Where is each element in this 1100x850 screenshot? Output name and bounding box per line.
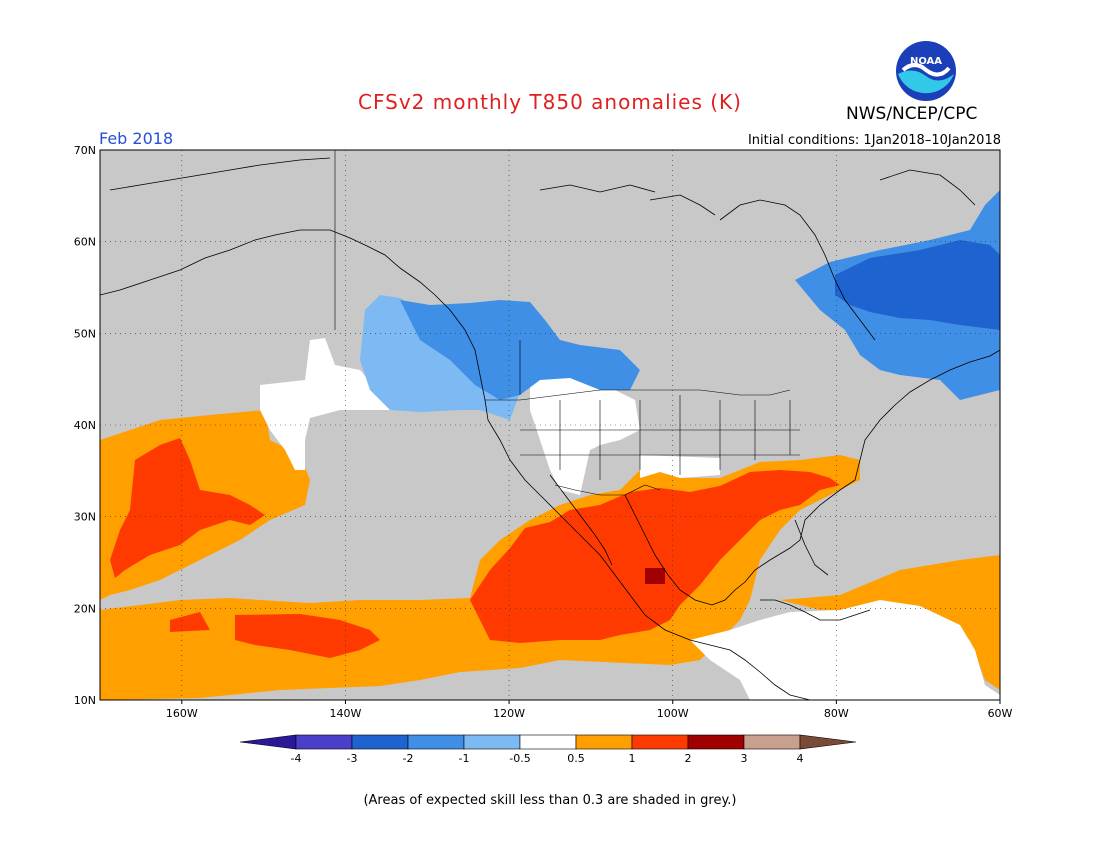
political-borders [334, 150, 800, 496]
latitude-tick-label: 40N [74, 419, 96, 432]
neutral-anomaly-region [260, 338, 390, 470]
latitude-tick-label: 70N [74, 144, 96, 157]
colorbar-label: 2 [685, 752, 692, 765]
longitude-tick-label: 120W [493, 707, 525, 720]
dark-red-anomaly-cell [645, 568, 665, 584]
lat-lon-grid [100, 150, 1000, 700]
colorbar-bin [743, 734, 801, 750]
longitude-tick-label: 80W [824, 707, 849, 720]
skill-footnote: (Areas of expected skill less than 0.3 a… [363, 793, 737, 808]
colorbar-label: 4 [797, 752, 804, 765]
latitude-tick-label: 30N [74, 511, 96, 524]
map-frame [99, 149, 1001, 701]
initial-conditions: Initial conditions: 1Jan2018–10Jan2018 [747, 133, 1001, 148]
colorbar-bin [687, 734, 745, 750]
longitude-tick-label: 140W [330, 707, 362, 720]
longitude-tick-label: 100W [657, 707, 689, 720]
colorbar-bin [351, 734, 409, 750]
light-blue-anomaly-region [360, 295, 520, 420]
longitude-tick-label: 60W [988, 707, 1013, 720]
agency-label: NWS/NCEP/CPC [846, 104, 978, 124]
colorbar-arrow-low [239, 734, 297, 750]
longitude-tick-label: 160W [166, 707, 198, 720]
colorbar-bin [631, 734, 689, 750]
colorbar-bin [407, 734, 465, 750]
latitude-tick-labels: 70N 60N 50N 40N 30N 20N 10N [74, 144, 96, 707]
noaa-logo-icon: NOAA [896, 41, 956, 101]
colorbar-label: -0.5 [509, 752, 530, 765]
latitude-tick-label: 60N [74, 236, 96, 249]
coastlines [100, 157, 1000, 700]
noaa-logo-text: NOAA [910, 56, 942, 67]
colorbar-label: -1 [459, 752, 470, 765]
red-anomaly-region [110, 438, 265, 578]
dark-blue-anomaly-region [835, 240, 1000, 330]
longitude-tick-labels: 160W 140W 120W 100W 80W 60W [166, 700, 1013, 720]
colorbar-bin [575, 734, 633, 750]
colorbar-bin [295, 734, 353, 750]
colorbar-label: -3 [347, 752, 358, 765]
colorbar-bin [519, 734, 577, 750]
latitude-tick-label: 20N [74, 602, 96, 615]
colorbar-label: -2 [403, 752, 414, 765]
forecast-month: Feb 2018 [99, 129, 174, 148]
colorbar-label: -4 [291, 752, 302, 765]
colorbar-bin [463, 734, 521, 750]
colorbar: -4 -3 -2 -1 -0.5 0.5 1 2 3 4 [239, 734, 857, 765]
colorbar-label: 1 [629, 752, 636, 765]
colorbar-arrow-high [799, 734, 857, 750]
latitude-tick-label: 50N [74, 327, 96, 340]
map-title: CFSv2 monthly T850 anomalies (K) [358, 90, 742, 114]
colorbar-label: 0.5 [567, 752, 585, 765]
colorbar-label: 3 [741, 752, 748, 765]
latitude-tick-label: 10N [74, 694, 96, 707]
